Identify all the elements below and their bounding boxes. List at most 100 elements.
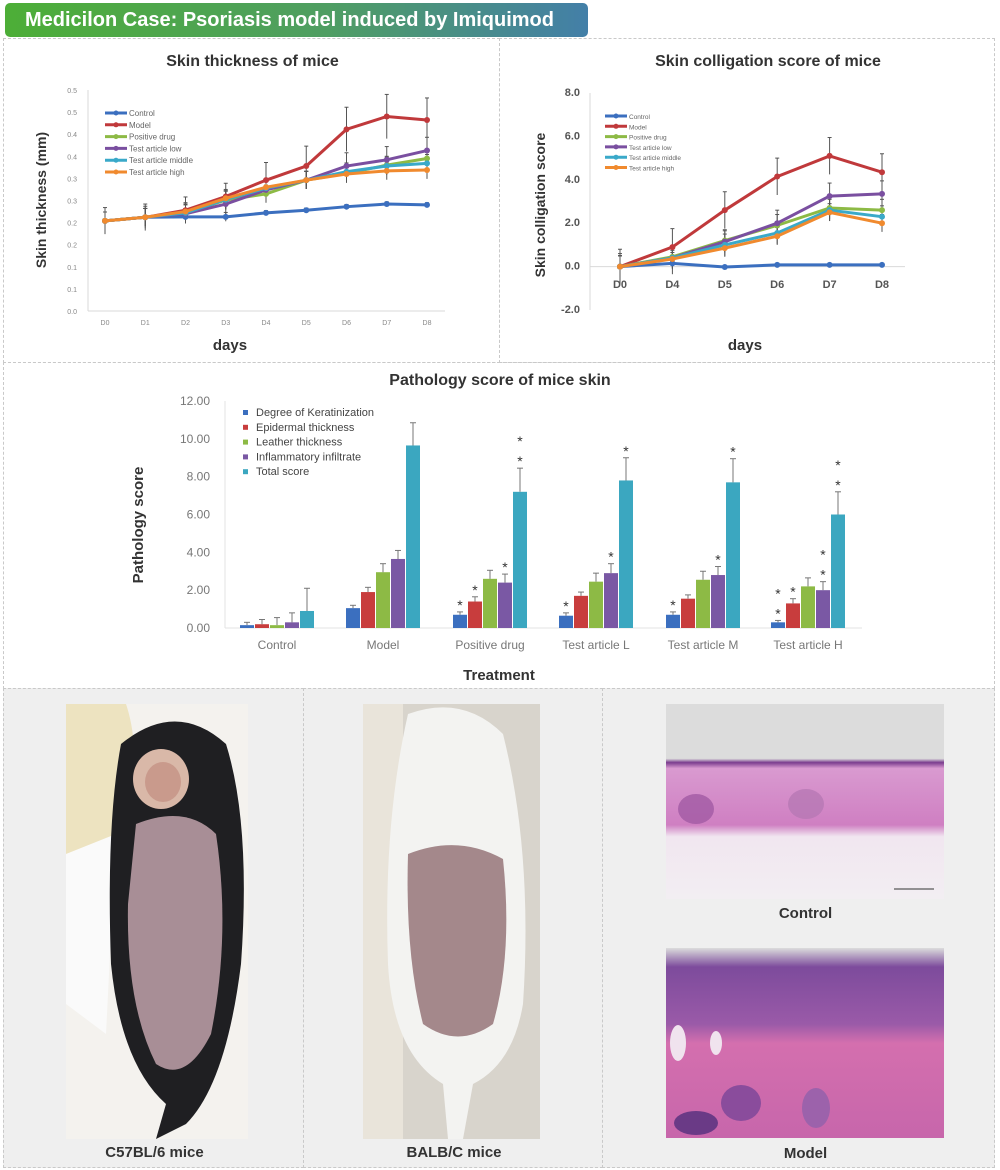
- chart-title: Pathology score of mice skin: [389, 372, 611, 389]
- bar-degree-of-keratinization: [346, 608, 360, 628]
- data-point: [879, 207, 885, 214]
- y-tick-label: 0.2: [67, 243, 77, 250]
- data-point: [222, 195, 229, 202]
- significance-star: *: [670, 597, 676, 613]
- chart-title: Skin colligation score of mice: [655, 53, 881, 70]
- legend-label: Test article high: [629, 166, 675, 173]
- x-tick-label: D6: [342, 320, 351, 327]
- legend-label: Positive drug: [129, 133, 175, 142]
- bar-epidermal-thickness: [681, 598, 695, 628]
- significance-star: *: [715, 552, 721, 568]
- bar-total-score: [406, 445, 420, 628]
- bar-total-score: [726, 482, 740, 628]
- series-line-control: [619, 261, 882, 269]
- x-axis-label: Treatment: [463, 667, 535, 684]
- significance-star: *: [775, 585, 781, 601]
- series-line-model: [619, 154, 883, 269]
- data-point: [222, 201, 229, 208]
- bar-inflammatory-infiltrate: [604, 573, 618, 628]
- significance-star: *: [820, 547, 826, 563]
- banner-title: Medicilon Case: Psoriasis model induced …: [5, 3, 588, 37]
- bar-inflammatory-infiltrate: [711, 575, 725, 628]
- legend-swatch: [243, 424, 248, 430]
- x-tick-label: D6: [770, 279, 784, 291]
- significance-star: *: [517, 433, 523, 449]
- series-line-test-article-low: [619, 192, 883, 269]
- series-line-positive-drug: [619, 206, 883, 269]
- bar-inflammatory-infiltrate: [285, 622, 299, 628]
- data-point: [343, 170, 350, 177]
- skin-thickness-chart: 0.0 0.1 0.1 0.2 0.2 0.3 0.3 0.4 0.4 0.5 0.5 D0 D1 D2 D…: [33, 88, 445, 354]
- y-tick-label: 2.0: [565, 217, 580, 229]
- significance-star: *: [820, 567, 826, 583]
- y-tick-label: 0.0: [565, 261, 580, 273]
- data-point: [263, 209, 269, 216]
- data-point: [383, 167, 390, 174]
- bar-total-score: [513, 491, 527, 628]
- y-tick-label: 6.00: [187, 508, 211, 522]
- legend-marker: [613, 113, 619, 119]
- x-tick-label: D2: [181, 320, 190, 327]
- x-tick-label: D8: [423, 320, 432, 327]
- bar-total-score: [300, 610, 314, 628]
- data-point: [879, 220, 885, 227]
- photo-caption: BALB/C mice: [406, 1144, 502, 1161]
- chart-title: Skin thickness of mice: [166, 53, 339, 70]
- data-point: [669, 244, 676, 251]
- data-point: [343, 126, 350, 133]
- legend-label: Model: [129, 121, 151, 130]
- legend-label: Total score: [256, 466, 309, 478]
- data-point: [879, 190, 885, 197]
- x-tick-label: Model: [367, 638, 400, 652]
- bar-inflammatory-infiltrate: [498, 582, 512, 628]
- y-axis-label: Skin thickness (mm): [33, 132, 49, 268]
- y-axis-label: Pathology score: [130, 467, 147, 584]
- data-point: [142, 214, 149, 221]
- data-point: [879, 169, 885, 176]
- legend-swatch: [243, 454, 248, 460]
- legend-marker: [113, 122, 119, 128]
- significance-star: *: [608, 549, 614, 565]
- skin-colligation-chart: -2.0 0.0 2.0 4.0 6.0 8.0 D0 D4 D5 D6 D7 D8 Control Mo…: [532, 87, 905, 354]
- y-tick-label: 12.00: [180, 394, 210, 408]
- y-tick-label: 0.3: [67, 176, 77, 183]
- legend-marker: [113, 157, 119, 163]
- data-point: [424, 201, 430, 208]
- bar-epidermal-thickness: [468, 601, 482, 628]
- legend-label: Test article middle: [629, 155, 681, 162]
- legend-marker: [613, 123, 619, 129]
- bar-degree-of-keratinization: [453, 614, 467, 628]
- significance-star: *: [790, 584, 796, 600]
- balbc-mouse-photo: [363, 704, 540, 1139]
- data-point: [879, 261, 885, 268]
- bar-degree-of-keratinization: [240, 625, 254, 628]
- data-point: [826, 152, 833, 159]
- y-tick-label: 0.3: [67, 199, 77, 206]
- data-point: [102, 217, 108, 224]
- data-point: [182, 208, 189, 215]
- x-tick-label: D4: [665, 279, 680, 291]
- x-tick-label: Test article H: [773, 638, 842, 652]
- significance-star: *: [472, 582, 478, 598]
- legend-marker: [113, 169, 119, 175]
- bar-epidermal-thickness: [255, 624, 269, 628]
- y-tick-label: 6.0: [565, 130, 580, 142]
- y-tick-label: 0.2: [67, 221, 77, 228]
- x-tick-label: D7: [823, 279, 837, 291]
- legend-label: Inflammatory infiltrate: [256, 451, 361, 463]
- data-point: [826, 193, 833, 200]
- bar-epidermal-thickness: [361, 592, 375, 628]
- x-tick-label: Control: [258, 638, 297, 652]
- balbc-photo-panel: BALB/C mice: [303, 688, 603, 1168]
- significance-star: *: [775, 605, 781, 621]
- y-tick-label: 0.4: [67, 154, 77, 161]
- significance-star: *: [457, 597, 463, 613]
- x-tick-label: D8: [875, 279, 889, 291]
- y-tick-label: 0.5: [67, 88, 77, 95]
- y-tick-label: 0.0: [67, 309, 77, 316]
- bar-epidermal-thickness: [786, 603, 800, 628]
- legend-marker: [613, 134, 619, 140]
- c57-mouse-photo: [66, 704, 248, 1139]
- legend-label: Control: [629, 114, 651, 121]
- data-point: [721, 207, 728, 214]
